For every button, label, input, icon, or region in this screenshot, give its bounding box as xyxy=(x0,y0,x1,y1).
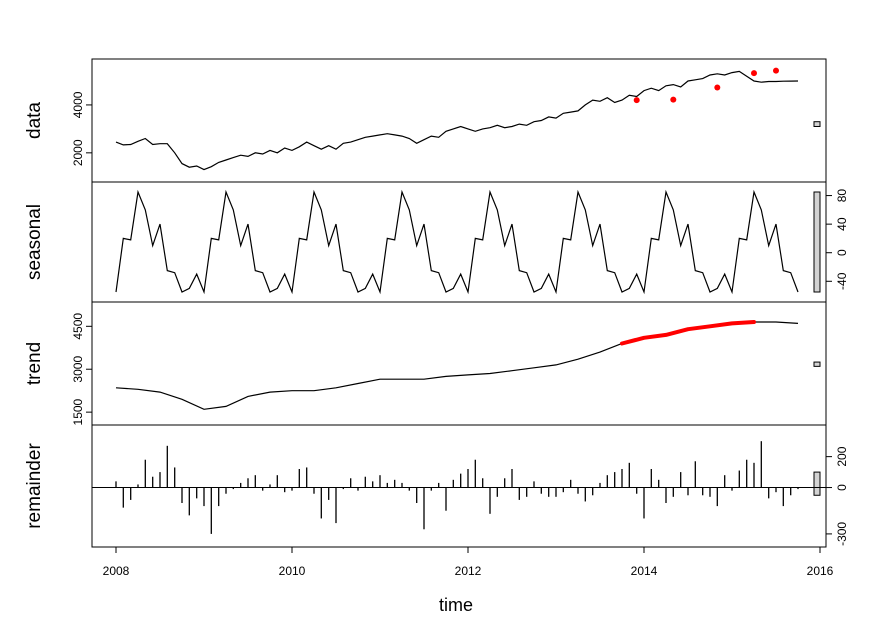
highlight-point-data-3 xyxy=(751,70,757,77)
panel-seasonal: seasonal -40 0 40 80 xyxy=(24,181,849,303)
panel-data: data 2000 4000 xyxy=(24,58,827,183)
ytick-label-trend-1: 3000 xyxy=(71,356,85,383)
highlight-segment-trend xyxy=(620,320,756,346)
ytick-label-seasonal-2: 40 xyxy=(835,217,849,231)
ytick-label-data-0: 2000 xyxy=(71,139,85,166)
panel-frame-seasonal xyxy=(91,181,827,303)
xtick-label-2: 2012 xyxy=(455,564,482,578)
series-line-seasonal xyxy=(115,189,799,295)
scale-bar-seasonal xyxy=(813,191,821,293)
series-line-trend xyxy=(115,321,799,410)
panel-remainder: remainder -300 0 200 xyxy=(24,424,849,548)
ytick-label-seasonal-3: 80 xyxy=(835,189,849,203)
panel-frame-trend xyxy=(91,301,827,426)
ytick-label-remainder-0: -300 xyxy=(835,522,849,546)
ytick-label-trend-2: 4500 xyxy=(71,313,85,340)
highlight-point-data-2 xyxy=(714,84,721,91)
scale-bar-remainder xyxy=(813,471,821,496)
ytick-label-data-1: 4000 xyxy=(71,91,85,118)
panel-frame-data xyxy=(91,58,827,183)
ytick-label-remainder-2: 200 xyxy=(835,446,849,466)
scale-bar-trend xyxy=(813,361,821,367)
scale-bar-data xyxy=(813,121,821,127)
xtick-label-3: 2014 xyxy=(631,564,658,578)
panel-frame-remainder xyxy=(91,424,827,548)
xtick-label-4: 2016 xyxy=(807,564,834,578)
highlight-point-data-4 xyxy=(773,67,779,74)
panel-label-remainder: remainder xyxy=(24,443,45,529)
ytick-label-trend-0: 1500 xyxy=(71,398,85,425)
panel-label-data: data xyxy=(24,102,45,139)
panel-label-seasonal: seasonal xyxy=(24,204,45,280)
xtick-label-1: 2010 xyxy=(279,564,306,578)
x-axis-title: time xyxy=(439,595,473,615)
highlight-point-data-1 xyxy=(670,96,677,103)
highlight-point-data-0 xyxy=(633,97,640,104)
ytick-label-seasonal-0: -40 xyxy=(835,272,849,290)
x-axis: 2008 2010 2012 2014 2016 xyxy=(103,547,834,578)
panel-label-trend: trend xyxy=(24,342,45,385)
series-line-data xyxy=(115,70,799,171)
panels-group: data20004000seasonal-4004080trend1500300… xyxy=(24,58,849,548)
panel-trend: trend 1500 3000 4500 xyxy=(24,301,827,426)
ytick-label-remainder-1: 0 xyxy=(835,484,849,491)
ytick-label-seasonal-1: 0 xyxy=(835,249,849,256)
xtick-label-0: 2008 xyxy=(103,564,130,578)
